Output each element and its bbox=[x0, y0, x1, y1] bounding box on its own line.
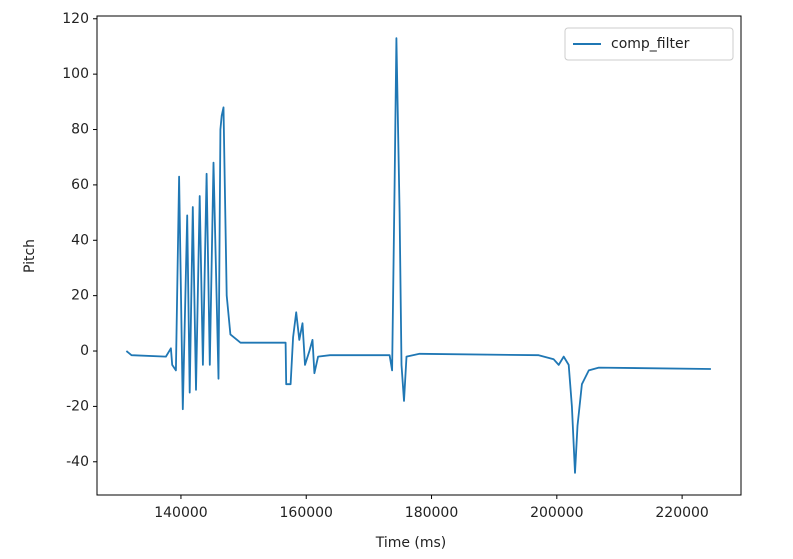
x-tick-label: 220000 bbox=[655, 505, 708, 521]
y-tick-label: 0 bbox=[80, 343, 89, 359]
y-tick-label: -40 bbox=[66, 454, 89, 470]
y-tick-label: 100 bbox=[62, 66, 89, 82]
y-tick-label: 60 bbox=[71, 177, 89, 193]
y-tick-label: 80 bbox=[71, 122, 89, 138]
x-axis-label: Time (ms) bbox=[375, 535, 447, 551]
x-tick-label: 180000 bbox=[405, 505, 458, 521]
y-tick-label: 40 bbox=[71, 232, 89, 248]
legend-label: comp_filter bbox=[611, 36, 690, 52]
x-tick-label: 140000 bbox=[154, 505, 207, 521]
y-tick-label: 20 bbox=[71, 288, 89, 304]
y-tick-label: 120 bbox=[62, 11, 89, 27]
legend-box bbox=[564, 27, 734, 61]
axes-frame bbox=[96, 15, 742, 496]
series-line bbox=[125, 37, 711, 474]
y-axis-label: Pitch bbox=[22, 239, 38, 273]
y-tick-label: -20 bbox=[66, 398, 89, 414]
x-tick-label: 200000 bbox=[530, 505, 583, 521]
x-tick-label: 160000 bbox=[280, 505, 333, 521]
